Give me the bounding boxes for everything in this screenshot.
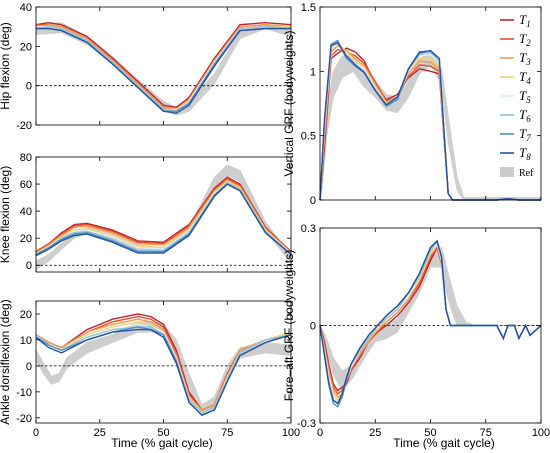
y-tick-label: -0.3 (297, 418, 316, 430)
x-tick-label: 75 (221, 427, 233, 439)
y-tick-label: 0 (26, 81, 32, 93)
x-tick-label: 50 (157, 427, 169, 439)
series-line-t2 (35, 177, 292, 253)
y-axis-label: Ankle dorsiflexion (deg) (0, 299, 12, 424)
y-tick-label: 0 (26, 361, 32, 373)
y-tick-label: -20 (16, 120, 32, 132)
reference-band (319, 246, 541, 392)
x-tick-label: 100 (282, 427, 300, 439)
y-tick-label: -20 (16, 413, 32, 425)
legend-entry-t1: T1 (519, 12, 531, 29)
legend-entry-t5: T5 (519, 88, 531, 105)
legend-entry-t4: T4 (519, 69, 531, 86)
y-tick-label: 20 (20, 233, 32, 245)
series-line-t6 (35, 181, 292, 256)
series-line-t4 (36, 26, 291, 110)
series-line-t8 (35, 328, 292, 417)
series-line-t7 (36, 27, 291, 112)
series-line-t1 (35, 21, 292, 109)
series-line-t8 (35, 183, 292, 257)
y-tick-label: 0.5 (301, 131, 316, 143)
legend-subscript: 6 (526, 114, 531, 124)
x-tick-label: 0 (33, 427, 39, 439)
y-tick-label: 60 (20, 179, 32, 191)
legend: T1 T2 T3 T4 T5 T6 T7 T8 Ref (500, 12, 534, 179)
legend-subscript: 1 (526, 19, 531, 29)
vertical-grf-chart: 0 0.5 1 1.5 Vertical GRF (bodyweights) (282, 2, 542, 207)
axes-frame (35, 156, 292, 273)
y-tick-label: 0.3 (301, 223, 316, 235)
series-line-t3 (35, 23, 292, 111)
legend-entry-t8: T8 (519, 145, 531, 162)
series-line-t1 (35, 176, 292, 253)
legend-subscript: 7 (526, 133, 531, 143)
hip-flexion-chart: -20 0 20 40 Hip flexion (deg) (0, 2, 292, 132)
y-tick-label: 20 (20, 41, 32, 53)
y-tick-label: 10 (20, 335, 32, 347)
y-axis-label: Fore–aft GRF (bodyweights) (282, 250, 296, 401)
legend-subscript: 4 (526, 76, 531, 86)
y-axis-label: Knee flexion (deg) (0, 166, 12, 263)
legend-swatch-ref (500, 167, 514, 177)
series-line-t8 (36, 27, 291, 114)
x-tick-label: 50 (424, 427, 436, 439)
series-line-t4 (35, 180, 292, 254)
y-tick-label: 80 (20, 152, 32, 164)
y-tick-label: 1.5 (301, 2, 316, 14)
y-tick-label: 40 (20, 206, 32, 218)
x-tick-label: 75 (480, 427, 492, 439)
y-axis-label: Hip flexion (deg) (0, 22, 12, 109)
series-line-t8 (319, 239, 542, 405)
x-axis-label-right: Time (% gait cycle) (393, 436, 495, 450)
y-tick-label: -10 (16, 387, 32, 399)
legend-subscript: 3 (525, 57, 531, 67)
y-axis-label: Vertical GRF (bodyweights) (282, 30, 296, 176)
ankle-dorsiflexion-chart: 0 25 50 75 100 -20 -10 0 10 20 Ankle dorsiflexion … (0, 299, 300, 439)
y-tick-label: 1 (310, 66, 316, 78)
x-axis-label-left: Time (% gait cycle) (111, 436, 213, 450)
legend-subscript: 8 (526, 152, 531, 162)
y-tick-label: 20 (20, 309, 32, 321)
knee-flexion-chart: 0 20 40 60 80 Knee flexion (deg) (0, 152, 292, 273)
legend-entry-t2: T2 (519, 31, 531, 48)
legend-entry-ref: Ref (519, 168, 534, 179)
y-tick-label: 40 (20, 2, 32, 14)
y-tick-label: 0 (310, 195, 316, 207)
legend-entry-t6: T6 (519, 107, 531, 124)
y-tick-label: 0 (26, 260, 32, 272)
series-line-t3 (35, 179, 292, 254)
reference-band (319, 51, 542, 201)
legend-entry-t3: T3 (519, 50, 531, 67)
x-tick-label: 25 (94, 427, 106, 439)
x-tick-label: 0 (317, 427, 323, 439)
series-line-t5 (36, 25, 292, 112)
x-tick-label: 25 (369, 427, 381, 439)
x-tick-label: 100 (532, 427, 550, 439)
legend-subscript: 2 (526, 38, 531, 48)
legend-subscript: 5 (526, 95, 531, 105)
series-line-t6 (35, 25, 292, 112)
y-tick-label: 0 (310, 321, 316, 333)
legend-entry-t7: T7 (519, 126, 531, 143)
